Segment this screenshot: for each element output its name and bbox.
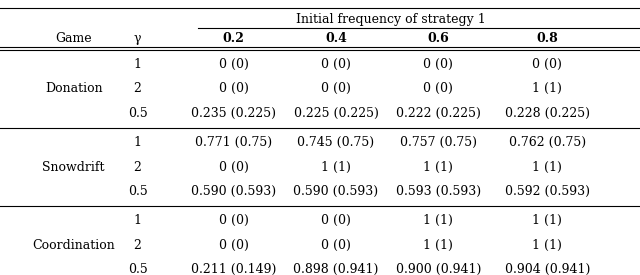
Text: Snowdrift: Snowdrift	[42, 161, 105, 174]
Text: 1: 1	[134, 136, 141, 149]
Text: 0.590 (0.593): 0.590 (0.593)	[191, 185, 276, 198]
Text: 0.5: 0.5	[128, 107, 147, 120]
Text: 0 (0): 0 (0)	[321, 214, 351, 227]
Text: Coordination: Coordination	[32, 239, 115, 252]
Text: 0 (0): 0 (0)	[424, 58, 453, 71]
Text: 0.904 (0.941): 0.904 (0.941)	[504, 263, 590, 275]
Text: 0 (0): 0 (0)	[219, 82, 248, 95]
Text: 0.900 (0.941): 0.900 (0.941)	[396, 263, 481, 275]
Text: 0 (0): 0 (0)	[424, 82, 453, 95]
Text: 0.745 (0.75): 0.745 (0.75)	[298, 136, 374, 149]
Text: 0.2: 0.2	[223, 32, 244, 45]
Text: 2: 2	[134, 161, 141, 174]
Text: 0.593 (0.593): 0.593 (0.593)	[396, 185, 481, 198]
Text: 1: 1	[134, 58, 141, 71]
Text: 2: 2	[134, 239, 141, 252]
Text: 0 (0): 0 (0)	[219, 161, 248, 174]
Text: Initial frequency of strategy 1: Initial frequency of strategy 1	[296, 13, 485, 26]
Text: 0.222 (0.225): 0.222 (0.225)	[396, 107, 481, 120]
Text: 0.771 (0.75): 0.771 (0.75)	[195, 136, 272, 149]
Text: 0 (0): 0 (0)	[219, 58, 248, 71]
Text: 0.8: 0.8	[536, 32, 558, 45]
Text: 0.762 (0.75): 0.762 (0.75)	[509, 136, 586, 149]
Text: 0 (0): 0 (0)	[219, 214, 248, 227]
Text: 0.228 (0.225): 0.228 (0.225)	[505, 107, 589, 120]
Text: 0.4: 0.4	[325, 32, 347, 45]
Text: 1 (1): 1 (1)	[424, 214, 453, 227]
Text: Game: Game	[55, 32, 92, 45]
Text: 1 (1): 1 (1)	[532, 161, 562, 174]
Text: 1 (1): 1 (1)	[424, 161, 453, 174]
Text: 0.592 (0.593): 0.592 (0.593)	[505, 185, 589, 198]
Text: 0.211 (0.149): 0.211 (0.149)	[191, 263, 276, 275]
Text: 0 (0): 0 (0)	[321, 82, 351, 95]
Text: 1 (1): 1 (1)	[532, 214, 562, 227]
Text: 0.235 (0.225): 0.235 (0.225)	[191, 107, 276, 120]
Text: 1 (1): 1 (1)	[532, 82, 562, 95]
Text: 2: 2	[134, 82, 141, 95]
Text: γ: γ	[134, 32, 141, 45]
Text: 0 (0): 0 (0)	[532, 58, 562, 71]
Text: 0.225 (0.225): 0.225 (0.225)	[294, 107, 378, 120]
Text: 1: 1	[134, 214, 141, 227]
Text: 0.5: 0.5	[128, 185, 147, 198]
Text: 0.5: 0.5	[128, 263, 147, 275]
Text: 0 (0): 0 (0)	[321, 58, 351, 71]
Text: 0.6: 0.6	[428, 32, 449, 45]
Text: 0.757 (0.75): 0.757 (0.75)	[400, 136, 477, 149]
Text: 1 (1): 1 (1)	[532, 239, 562, 252]
Text: Donation: Donation	[45, 82, 102, 95]
Text: 1 (1): 1 (1)	[321, 161, 351, 174]
Text: 0.590 (0.593): 0.590 (0.593)	[293, 185, 379, 198]
Text: 0 (0): 0 (0)	[321, 239, 351, 252]
Text: 0 (0): 0 (0)	[219, 239, 248, 252]
Text: 1 (1): 1 (1)	[424, 239, 453, 252]
Text: 0.898 (0.941): 0.898 (0.941)	[293, 263, 379, 275]
